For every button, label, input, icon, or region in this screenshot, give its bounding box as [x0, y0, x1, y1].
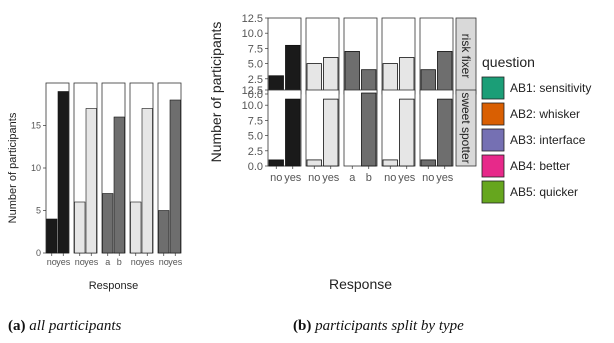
a-bar-4-yes	[141, 108, 153, 254]
b-bar-r1-2-1	[306, 63, 322, 95]
a-bar-4-no	[130, 201, 142, 254]
legend-label-3: AB3: interface	[510, 133, 586, 147]
a-xtick-label: yes	[140, 257, 155, 267]
caption-a-text: all participants	[29, 318, 122, 334]
b-bar-r2-1-2	[285, 98, 301, 167]
caption-b-text: participants split by type	[315, 318, 464, 334]
a-bar-5-no	[158, 210, 170, 254]
legend-label-5: AB5: quicker	[510, 185, 578, 199]
b-bar-r2-2-2	[323, 98, 339, 167]
b-ytick-label: 7.5	[248, 43, 263, 55]
b-xtick-label: no	[384, 172, 396, 184]
b-xtick-label: yes	[398, 172, 416, 184]
legend-title: question	[482, 54, 535, 70]
a-ytick-label: 10	[31, 163, 41, 173]
a-bar-1-yes	[57, 91, 69, 254]
b-ytick-label: 5.0	[248, 59, 263, 71]
a-ytick-label: 5	[36, 206, 41, 216]
b-bar-r2-4-2	[399, 98, 415, 167]
b-bar-r1-4-1	[382, 63, 398, 95]
b-bar-r2-5-1	[420, 159, 436, 167]
b-ytick-label: 0.0	[248, 89, 263, 101]
legend-swatch-3	[481, 128, 505, 152]
b-xtick-label: b	[366, 172, 372, 184]
legend-swatch-5	[481, 180, 505, 204]
a-xtick-label: no	[75, 257, 85, 267]
legend-swatch-2	[481, 102, 505, 126]
b-ytick-label: 2.5	[248, 146, 263, 158]
a-xtick-label: no	[47, 257, 57, 267]
b-y-axis-title: Number of participants	[208, 22, 224, 163]
b-bar-r2-4-1	[382, 159, 398, 167]
a-bar-1-no	[46, 218, 58, 254]
a-xtick-label: yes	[56, 257, 71, 267]
caption-a-label: (a)	[8, 318, 26, 334]
a-xtick-label: yes	[168, 257, 183, 267]
legend-label-1: AB1: sensitivity	[510, 81, 591, 95]
caption-a: (a) all participants	[8, 318, 121, 335]
b-bar-r1-2-2	[323, 57, 339, 95]
b-ytick-label: 2.5	[248, 74, 263, 86]
b-ytick-label: 0.0	[248, 161, 263, 173]
b-xtick-label: no	[308, 172, 320, 184]
b-strip-label-1: risk fixer	[459, 34, 473, 79]
legend-label-2: AB2: whisker	[510, 107, 580, 121]
b-xtick-label: yes	[436, 172, 454, 184]
a-bar-2-yes	[85, 108, 97, 254]
b-bar-r2-3-2	[361, 92, 377, 167]
b-bar-r2-2-1	[306, 159, 322, 167]
b-xtick-label: no	[422, 172, 434, 184]
a-xtick-label: no	[131, 257, 141, 267]
b-bar-r1-1-2	[285, 44, 301, 95]
b-ytick-label: 10.0	[242, 100, 263, 112]
a-bar-2-no	[74, 201, 86, 254]
b-ytick-label: 12.5	[242, 85, 263, 97]
b-ytick-label: 12.5	[242, 13, 263, 25]
b-bar-r2-5-2	[437, 98, 453, 167]
a-xtick-label: b	[117, 257, 122, 267]
a-y-axis-title: Number of participants	[7, 112, 19, 223]
a-xtick-label: no	[159, 257, 169, 267]
b-xtick-label: a	[349, 172, 356, 184]
b-ytick-label: 7.5	[248, 115, 263, 127]
caption-b: (b) participants split by type	[293, 318, 464, 335]
b-bar-r1-3-1	[344, 51, 360, 95]
legend-label-4: AB4: better	[510, 159, 570, 173]
b-strip-label-2: sweet spotter	[459, 92, 473, 163]
legend-swatch-1	[481, 76, 505, 100]
b-strip-2	[455, 89, 477, 167]
b-bar-r1-5-2	[437, 51, 453, 95]
b-ytick-label: 5.0	[248, 131, 263, 143]
b-xtick-label: yes	[322, 172, 340, 184]
a-bar-5-yes	[169, 99, 181, 254]
a-bar-3-b	[113, 116, 125, 254]
b-bar-r2-1-1	[268, 159, 284, 167]
b-xtick-label: no	[270, 172, 282, 184]
legend-swatch-4	[481, 154, 505, 178]
a-xtick-label: a	[105, 257, 110, 267]
b-bar-r1-4-2	[399, 57, 415, 95]
b-xtick-label: yes	[284, 172, 302, 184]
caption-b-label: (b)	[293, 318, 312, 334]
a-ytick-label: 0	[36, 248, 41, 258]
b-x-axis-title: Response	[329, 276, 392, 292]
a-bar-3-a	[102, 193, 114, 254]
a-ytick-label: 15	[31, 121, 41, 131]
a-x-axis-title: Response	[89, 280, 139, 292]
a-xtick-label: yes	[84, 257, 99, 267]
b-ytick-label: 10.0	[242, 28, 263, 40]
